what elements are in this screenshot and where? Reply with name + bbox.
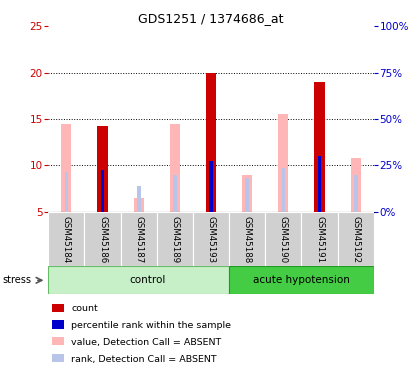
Bar bbox=[170, 124, 180, 212]
Bar bbox=[265, 212, 302, 266]
Text: GSM45193: GSM45193 bbox=[207, 216, 215, 263]
Bar bbox=[101, 170, 104, 212]
Text: GSM45188: GSM45188 bbox=[243, 216, 252, 264]
Text: stress: stress bbox=[2, 275, 31, 285]
Text: control: control bbox=[130, 275, 166, 285]
Bar bbox=[137, 186, 141, 212]
Bar bbox=[351, 158, 361, 212]
Bar bbox=[48, 266, 229, 294]
Bar bbox=[206, 73, 216, 212]
Bar bbox=[229, 212, 265, 266]
Text: GSM45191: GSM45191 bbox=[315, 216, 324, 263]
Text: GSM45187: GSM45187 bbox=[134, 216, 143, 264]
Text: GSM45184: GSM45184 bbox=[62, 216, 71, 264]
Text: rank, Detection Call = ABSENT: rank, Detection Call = ABSENT bbox=[71, 355, 217, 364]
Text: count: count bbox=[71, 304, 98, 313]
Text: GSM45189: GSM45189 bbox=[171, 216, 179, 263]
Bar bbox=[48, 212, 84, 266]
Title: GDS1251 / 1374686_at: GDS1251 / 1374686_at bbox=[138, 12, 284, 25]
Bar bbox=[229, 266, 374, 294]
Bar bbox=[354, 175, 357, 212]
Bar bbox=[245, 177, 249, 212]
Bar bbox=[134, 198, 144, 212]
Bar bbox=[318, 156, 321, 212]
Text: GSM45192: GSM45192 bbox=[351, 216, 360, 263]
Bar bbox=[302, 212, 338, 266]
Bar bbox=[173, 175, 177, 212]
Text: percentile rank within the sample: percentile rank within the sample bbox=[71, 321, 231, 330]
Bar bbox=[278, 114, 289, 212]
Bar bbox=[65, 172, 68, 212]
Bar bbox=[97, 126, 108, 212]
Text: GSM45190: GSM45190 bbox=[279, 216, 288, 263]
Bar bbox=[157, 212, 193, 266]
Bar bbox=[315, 82, 325, 212]
Bar bbox=[338, 212, 374, 266]
Bar bbox=[84, 212, 121, 266]
Bar bbox=[61, 124, 71, 212]
Text: GSM45186: GSM45186 bbox=[98, 216, 107, 264]
Bar bbox=[281, 168, 285, 212]
Text: value, Detection Call = ABSENT: value, Detection Call = ABSENT bbox=[71, 338, 222, 347]
Bar bbox=[242, 175, 252, 212]
Text: acute hypotension: acute hypotension bbox=[253, 275, 350, 285]
Bar bbox=[209, 161, 213, 212]
Bar bbox=[121, 212, 157, 266]
Bar bbox=[193, 212, 229, 266]
